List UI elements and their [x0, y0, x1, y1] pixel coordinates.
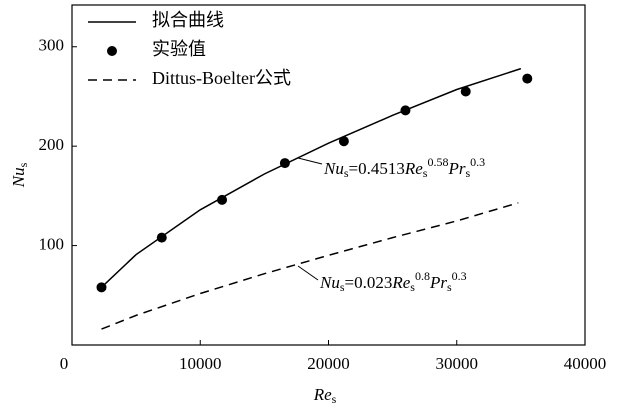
- x-tick-label: 0: [60, 354, 69, 373]
- data-point: [400, 105, 411, 116]
- text-part: 0.3: [470, 155, 485, 169]
- data-point: [338, 136, 349, 147]
- text-part: 0.8: [415, 269, 430, 283]
- text-part: s: [423, 166, 428, 180]
- legend-label: Dittus-Boelter公式: [152, 68, 291, 88]
- text-part: =0.023: [345, 273, 393, 292]
- equation-annotation: Nus=0.4513Res0.58Prs0.3: [323, 155, 485, 180]
- leader-line: [297, 157, 323, 165]
- text-part: s: [410, 280, 415, 294]
- fit-line: [100, 67, 522, 288]
- x-tick-label: 10000: [179, 354, 222, 373]
- data-point: [156, 232, 167, 243]
- dashed-line: [101, 202, 519, 330]
- text-part: 0.3: [452, 269, 467, 283]
- x-tick-label: 30000: [436, 354, 479, 373]
- y-tick-label: 100: [39, 234, 65, 253]
- legend-label: 拟合曲线: [152, 10, 224, 30]
- leader-line: [297, 265, 319, 281]
- text-part: Nu: [319, 273, 340, 292]
- y-tick-label: 200: [39, 135, 65, 154]
- text-part: s: [344, 166, 349, 180]
- x-tick-label: 40000: [564, 354, 607, 373]
- text-part: s: [340, 280, 345, 294]
- text-part: Nu: [323, 159, 344, 178]
- legend-label: 实验值: [152, 39, 206, 59]
- text-part: 0.58: [427, 155, 448, 169]
- y-axis-label: Nus: [9, 162, 30, 188]
- data-point: [522, 73, 533, 84]
- x-tick-label: 20000: [307, 354, 350, 373]
- y-tick-label: 300: [39, 36, 65, 55]
- text-part: Pr: [447, 159, 465, 178]
- text-part: Re: [313, 385, 332, 404]
- text-part: Pr: [429, 273, 447, 292]
- text-part: Re: [391, 273, 410, 292]
- legend-marker: [107, 46, 117, 56]
- x-axis-label: Res: [313, 385, 337, 406]
- text-part: s: [447, 280, 452, 294]
- text-part: Re: [404, 159, 423, 178]
- text-part: s: [16, 162, 30, 167]
- equation-annotation: Nus=0.023Res0.8Prs0.3: [319, 269, 467, 294]
- data-point: [460, 86, 471, 97]
- text-part: s: [332, 392, 337, 406]
- data-point: [217, 194, 228, 205]
- text-part: =0.4513: [349, 159, 405, 178]
- text-part: Nu: [9, 167, 28, 188]
- text-part: s: [465, 166, 470, 180]
- data-point: [279, 158, 290, 169]
- data-point: [96, 282, 107, 293]
